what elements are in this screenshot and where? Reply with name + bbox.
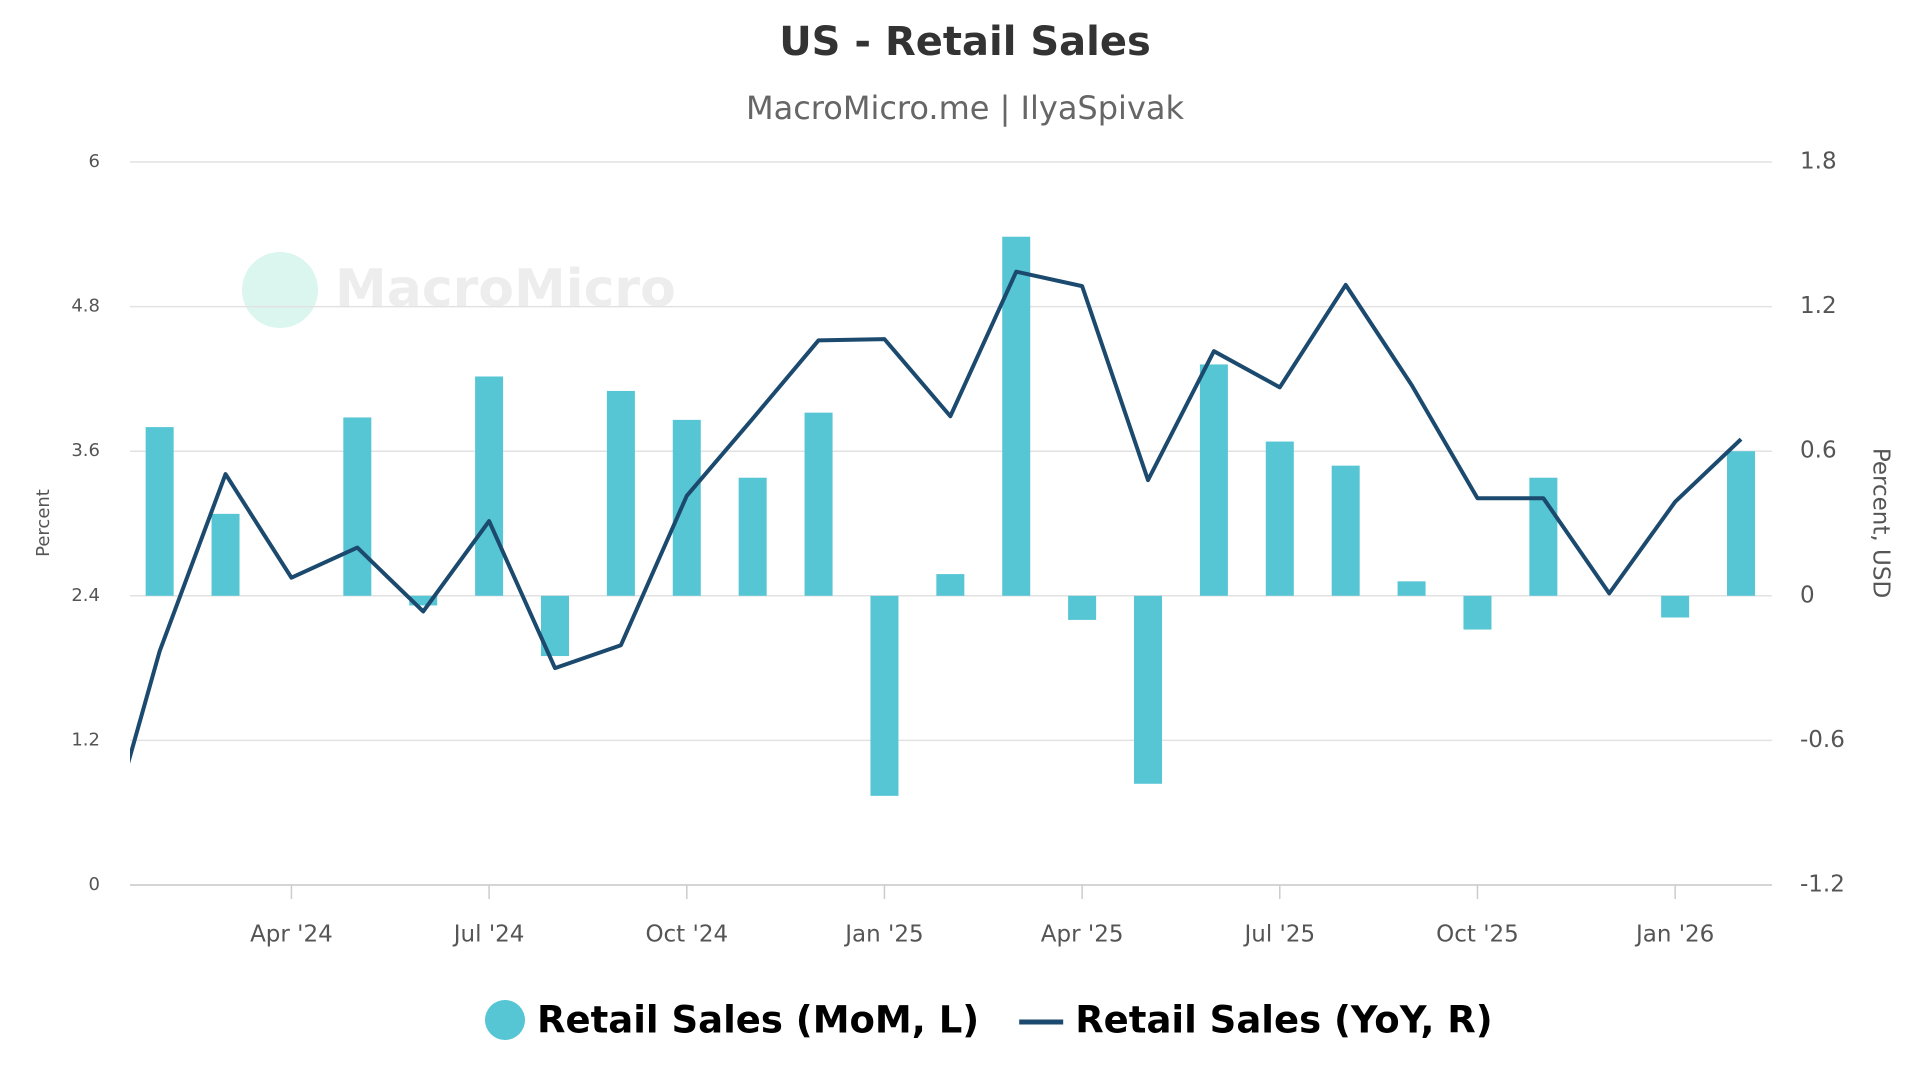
bar — [1068, 595, 1097, 620]
legend-item: Retail Sales (MoM, L) — [485, 999, 979, 1042]
bar — [1331, 465, 1360, 596]
bar — [145, 427, 174, 596]
y2-tick-label: 0.6 — [1800, 438, 1837, 464]
bar — [804, 412, 833, 596]
bar — [1134, 595, 1163, 784]
chart-subtitle: MacroMicro.me | IlyaSpivak — [746, 89, 1185, 127]
y-tick-label: 6 — [89, 151, 100, 172]
y-tick-label: 2.4 — [71, 585, 100, 606]
legend-marker — [485, 1000, 525, 1040]
watermark-logo — [242, 252, 318, 328]
bar — [672, 419, 701, 596]
legend-item: Retail Sales (YoY, R) — [1019, 999, 1493, 1042]
bar — [870, 595, 899, 796]
line — [130, 269, 1743, 764]
y-tick-label: 0 — [89, 874, 100, 895]
bar — [738, 477, 767, 596]
y2-tick-label: 1.8 — [1800, 149, 1837, 175]
x-tick-label: Jan '26 — [1634, 922, 1714, 948]
plot-area — [130, 236, 1756, 796]
bar — [1463, 595, 1492, 630]
chart-title: US - Retail Sales — [779, 19, 1151, 65]
bar — [1661, 595, 1690, 618]
bar — [475, 376, 504, 596]
bar — [343, 417, 372, 596]
bar — [1397, 581, 1426, 596]
bar — [1199, 364, 1228, 596]
y-tick-label: 3.6 — [71, 440, 100, 461]
y2-tick-label: 1.2 — [1800, 293, 1837, 319]
legend-label: Retail Sales (YoY, R) — [1075, 999, 1493, 1042]
x-tick-label: Jul '25 — [1242, 922, 1315, 948]
x-tick-label: Apr '24 — [250, 922, 333, 948]
x-tick-label: Jan '25 — [843, 922, 923, 948]
bar — [1727, 451, 1756, 596]
watermark-group: MacroMicro — [242, 252, 676, 328]
y2-tick-label: -1.2 — [1800, 872, 1845, 898]
bar — [409, 595, 438, 606]
y2-tick-label: 0 — [1800, 582, 1815, 608]
x-tick-label: Jul '24 — [452, 922, 525, 948]
y2-tick-label: -0.6 — [1800, 727, 1845, 753]
x-tick-label: Oct '25 — [1436, 922, 1519, 948]
bar — [1265, 441, 1294, 596]
y-tick-label: 4.8 — [71, 296, 100, 317]
x-tick-label: Oct '24 — [645, 922, 728, 948]
bar — [606, 390, 635, 596]
bar — [1529, 477, 1558, 596]
bar — [211, 513, 240, 596]
y-tick-label: 1.2 — [71, 729, 100, 750]
bar — [936, 574, 965, 596]
y-axis-title: Percent — [33, 489, 54, 557]
x-tick-label: Apr '25 — [1041, 922, 1124, 948]
y2-axis-title: Percent, USD — [1868, 448, 1894, 598]
watermark: MacroMicro — [335, 259, 676, 319]
legend-label: Retail Sales (MoM, L) — [537, 999, 979, 1042]
